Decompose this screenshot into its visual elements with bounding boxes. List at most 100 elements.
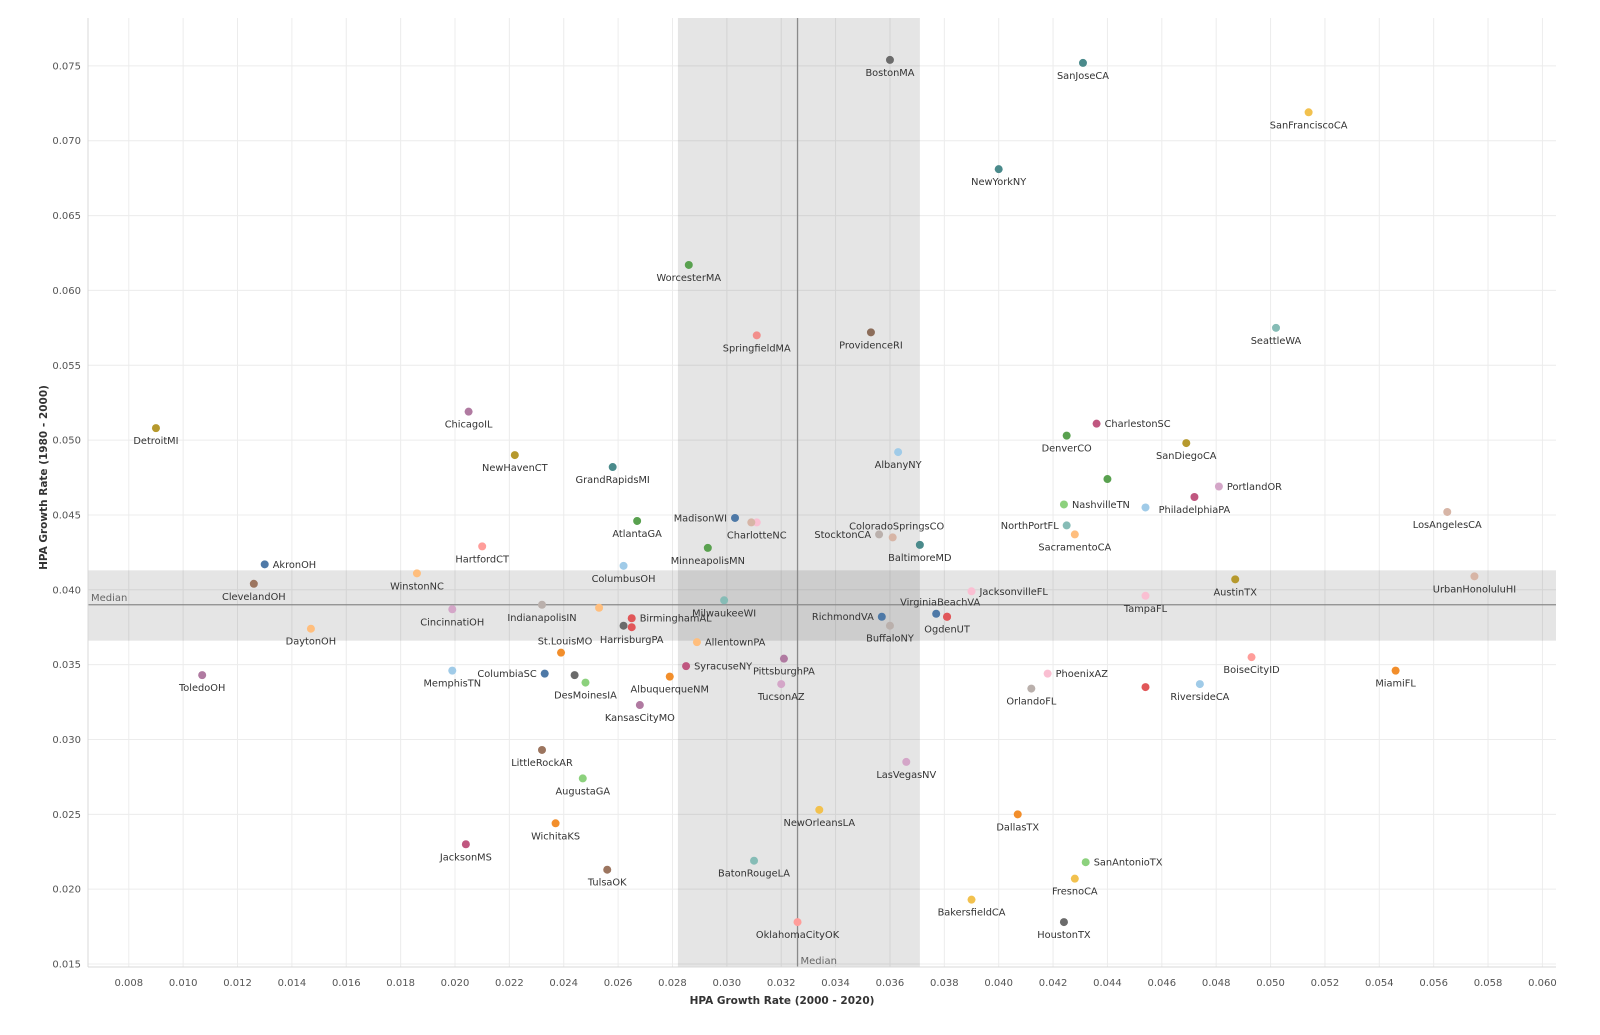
data-point [448,605,457,614]
data-point [306,624,315,633]
data-point [1013,810,1022,819]
point-label: DetroitMI [133,436,178,447]
point-label: AustinTX [1213,587,1257,598]
x-tick-label: 0.058 [1474,978,1503,989]
point-label: NewHavenCT [482,463,549,474]
point-label: AtlantaGA [612,529,662,540]
x-tick-label: 0.046 [1147,978,1176,989]
data-point [866,328,875,337]
point-label: GrandRapidsMI [576,475,650,486]
data-point [1141,591,1150,600]
x-tick-label: 0.024 [549,978,578,989]
point-label: HarrisburgPA [600,635,664,646]
x-tick-label: 0.050 [1256,978,1285,989]
y-tick-label: 0.045 [52,510,81,521]
data-point [151,424,160,433]
point-label: AugustaGA [555,786,610,797]
data-point [902,757,911,766]
y-tick-label: 0.035 [52,660,81,671]
point-label: StocktonCA [814,530,871,541]
data-point [747,518,756,527]
data-point [1231,575,1240,584]
data-point [888,533,897,542]
data-point [793,918,802,927]
data-point [627,614,636,623]
data-point [720,596,729,605]
x-tick-label: 0.042 [1039,978,1068,989]
data-point [608,463,617,472]
point-label: BakersfieldCA [938,908,1006,919]
data-point [943,612,952,621]
point-label: PortlandOR [1227,482,1282,493]
data-point [684,260,693,269]
point-label: JacksonvilleFL [979,587,1049,598]
grid-lines [88,18,1556,967]
data-point [1214,482,1223,491]
x-tick-label: 0.054 [1365,978,1394,989]
point-label: HartfordCT [455,554,510,565]
point-label: ToledoOH [178,683,225,694]
point-label: OgdenUT [924,625,971,636]
point-label: ClevelandOH [222,592,286,603]
data-point [875,530,884,539]
point-label: WinstonNC [390,581,444,592]
data-point [537,600,546,609]
point-label: DesMoinesIA [554,691,617,702]
point-label: NewOrleansLA [784,818,856,829]
data-point [1443,507,1452,516]
data-point [1182,439,1191,448]
data-point [1043,669,1052,678]
data-point [619,561,628,570]
x-tick-label: 0.022 [495,978,524,989]
median-lines: Median Median [88,18,1556,967]
point-label: UrbanHonoluluHI [1433,584,1516,595]
point-label: SacramentoCA [1038,542,1111,553]
point-label: LosAngelesCA [1413,520,1482,531]
point-labels: BostonMA SanJoseCA SanFranciscoCA NewYorkNY… [133,68,1516,941]
data-point [894,448,903,457]
x-tick-label: 0.016 [332,978,361,989]
point-label: SanAntonioTX [1094,858,1163,869]
data-point [885,621,894,630]
data-point [1195,680,1204,689]
point-label: OklahomaCityOK [756,930,840,941]
y-tick-label: 0.070 [52,136,81,147]
data-point [537,745,546,754]
data-point [750,856,759,865]
point-label: MiamiFL [1375,679,1416,690]
data-point [779,654,788,663]
data-point [260,560,269,569]
x-tick-label: 0.008 [114,978,143,989]
data-point [877,612,886,621]
x-tick-label: 0.020 [441,978,470,989]
data-point [932,609,941,618]
point-label: NashvilleTN [1072,500,1130,511]
point-label: PhiladelphiaPA [1159,505,1231,516]
x-tick-label: 0.010 [169,978,198,989]
data-point [967,587,976,596]
point-label: BaltimoreMD [888,553,951,564]
point-label: AkronOH [273,560,316,571]
point-label: ProvidenceRI [839,340,903,351]
data-point [1141,503,1150,512]
data-point [752,331,761,340]
x-tick-label: 0.032 [767,978,796,989]
point-label: RiversideCA [1170,692,1229,703]
x-tick-label: 0.060 [1528,978,1557,989]
point-label: DallasTX [996,822,1039,833]
point-label: SpringfieldMA [723,343,791,354]
point-label: MilwaukeeWI [692,608,756,619]
point-label: BuffaloNY [866,634,914,645]
point-label: JacksonMS [439,852,492,863]
point-label: CharlestonSC [1105,419,1171,430]
data-point [581,678,590,687]
point-label: PittsburghPA [753,667,815,678]
point-label: ColoradoSpringsCO [849,521,944,532]
point-label: DenverCO [1042,444,1092,455]
point-label: RichmondVA [812,612,874,623]
point-label: SeattleWA [1251,336,1302,347]
data-point [885,55,894,64]
data-point [249,579,258,588]
x-median-label: Median [801,956,837,967]
x-tick-label: 0.034 [821,978,850,989]
